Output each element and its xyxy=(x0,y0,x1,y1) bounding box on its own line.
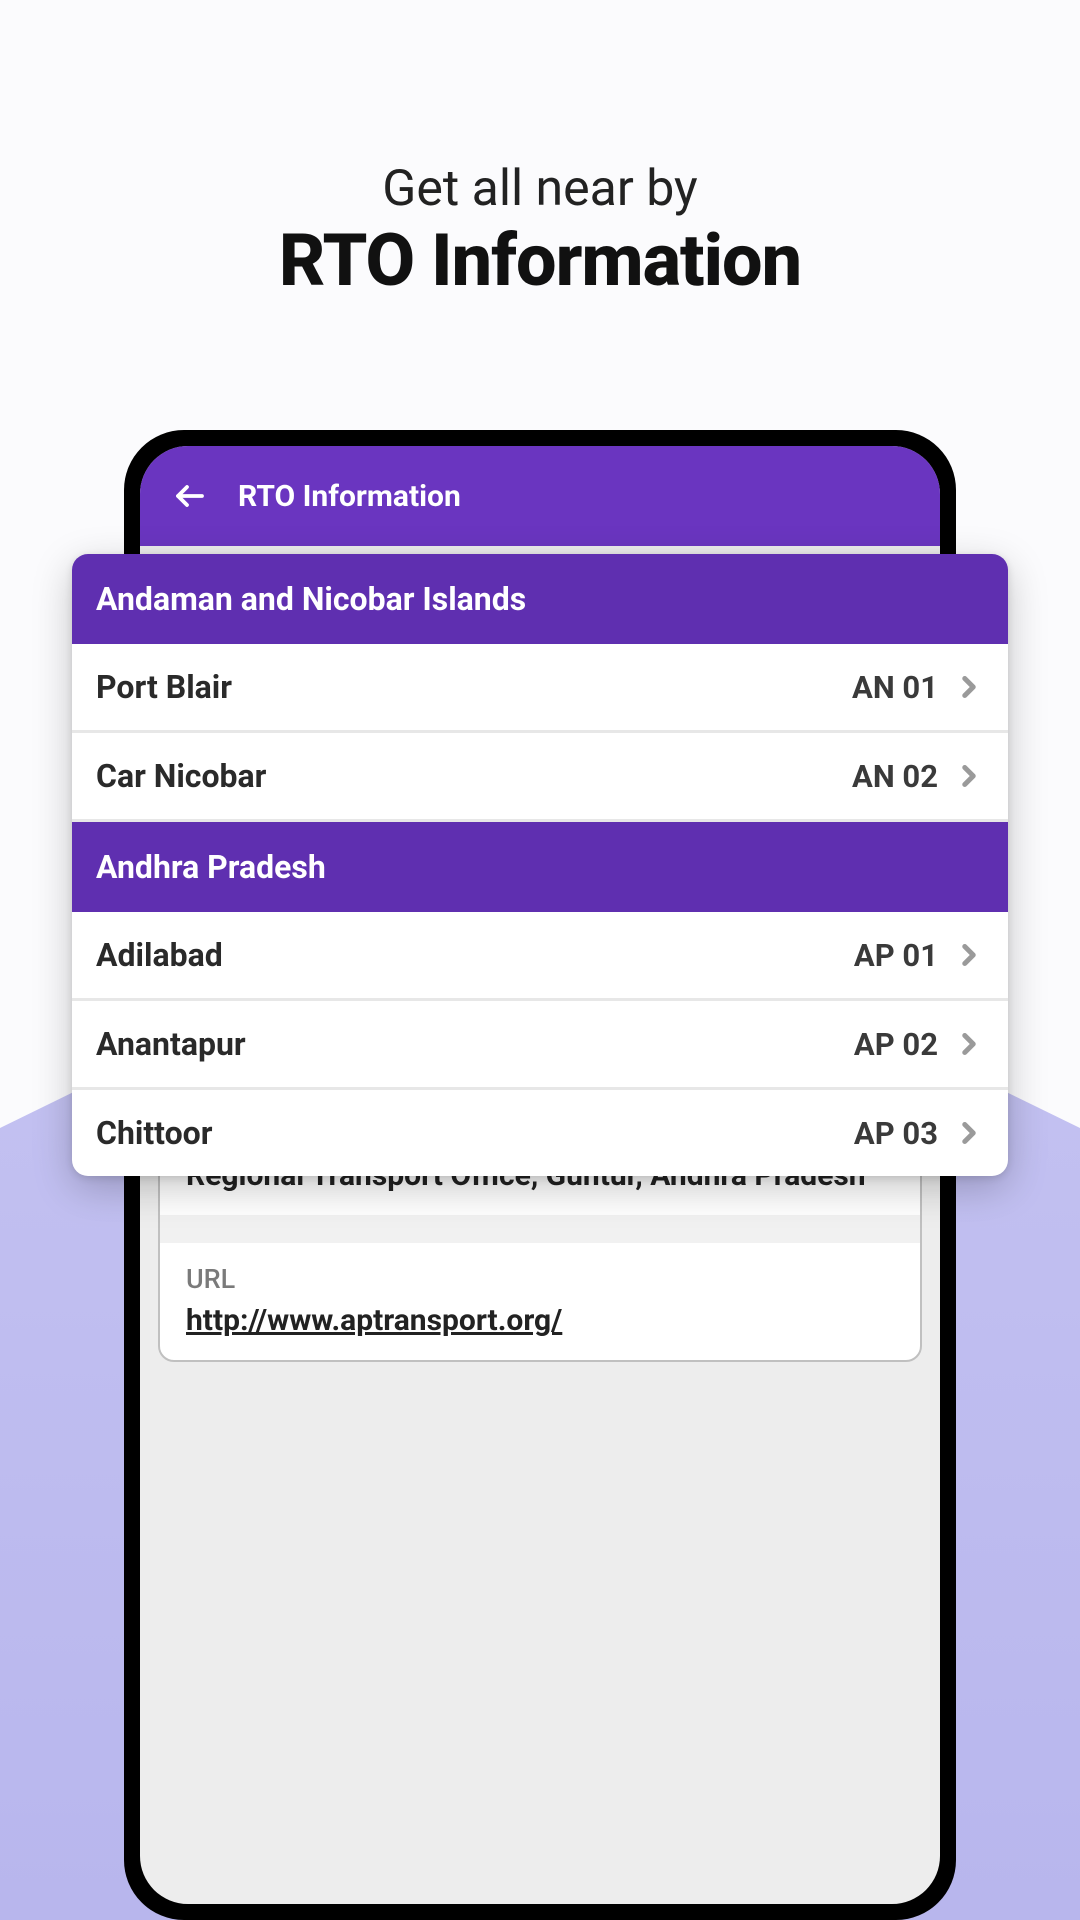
rto-city: Car Nicobar xyxy=(96,757,266,795)
rto-row[interactable]: Chittoor AP 03 xyxy=(72,1090,1008,1176)
hero-line2: RTO Information xyxy=(0,218,1080,303)
hero-heading: Get all near by RTO Information xyxy=(0,0,1080,303)
rto-city: Anantapur xyxy=(96,1025,246,1063)
detail-row-url: URL http://www.aptransport.org/ xyxy=(160,1243,920,1360)
rto-list-popup: Andaman and Nicobar Islands Port Blair A… xyxy=(72,554,1008,1176)
divider xyxy=(160,1215,920,1243)
back-arrow-icon[interactable] xyxy=(170,476,210,516)
chevron-right-icon xyxy=(952,1027,986,1061)
chevron-right-icon xyxy=(952,759,986,793)
rto-city: Chittoor xyxy=(96,1114,212,1152)
section-header: Andaman and Nicobar Islands xyxy=(72,554,1008,644)
rto-city: Adilabad xyxy=(96,936,223,974)
rto-row[interactable]: Anantapur AP 02 xyxy=(72,1001,1008,1090)
rto-row[interactable]: Port Blair AN 01 xyxy=(72,644,1008,733)
rto-row[interactable]: Car Nicobar AN 02 xyxy=(72,733,1008,822)
chevron-right-icon xyxy=(952,1116,986,1150)
appbar: RTO Information xyxy=(140,446,940,546)
rto-code: AN 01 xyxy=(852,669,938,706)
hero-line1: Get all near by xyxy=(0,160,1080,218)
section-header: Andhra Pradesh xyxy=(72,822,1008,912)
rto-city: Port Blair xyxy=(96,668,232,706)
rto-code: AN 02 xyxy=(852,758,938,795)
detail-url-link[interactable]: http://www.aptransport.org/ xyxy=(186,1303,894,1338)
detail-label: URL xyxy=(186,1263,894,1295)
rto-row[interactable]: Adilabad AP 01 xyxy=(72,912,1008,1001)
rto-code: AP 02 xyxy=(854,1026,938,1063)
rto-code: AP 03 xyxy=(854,1115,938,1152)
appbar-title: RTO Information xyxy=(238,479,461,514)
chevron-right-icon xyxy=(952,938,986,972)
rto-code: AP 01 xyxy=(854,937,938,974)
chevron-right-icon xyxy=(952,670,986,704)
